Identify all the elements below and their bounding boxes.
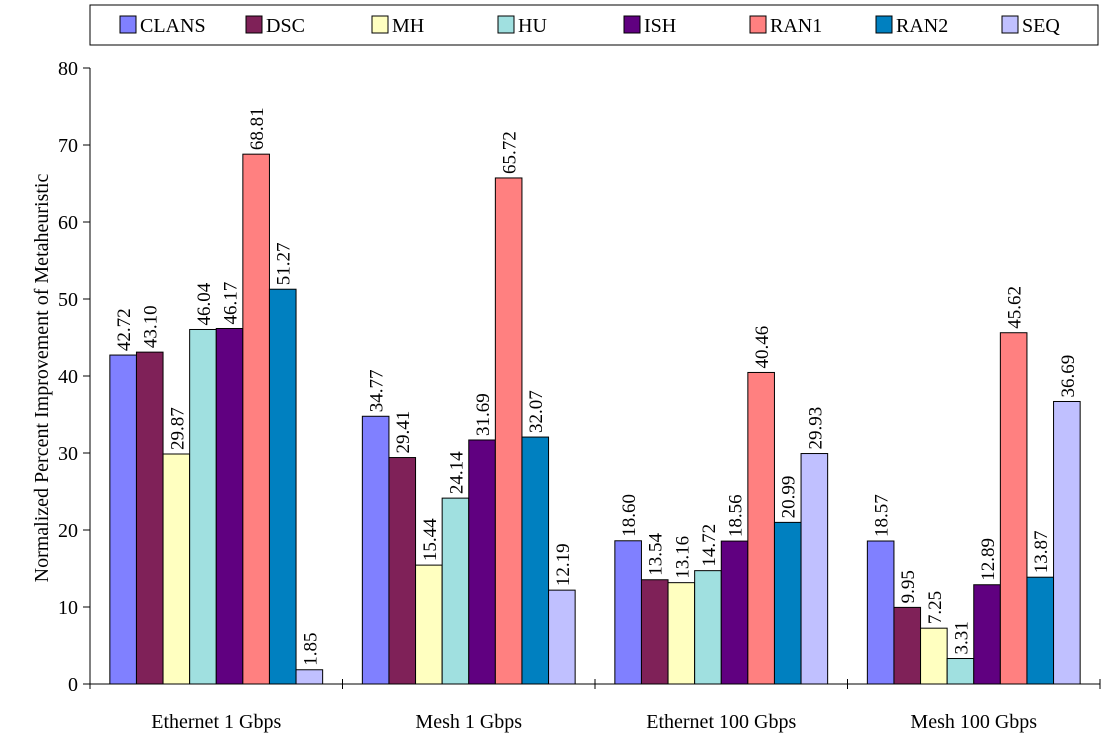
- bar: [441, 497, 470, 685]
- data-label: 15.44: [420, 518, 441, 561]
- x-category-label: Ethernet 1 Gbps: [151, 711, 281, 733]
- legend-swatch: [623, 15, 641, 34]
- legend-swatch: [371, 15, 389, 34]
- bar: [694, 570, 722, 685]
- bar: [893, 606, 922, 685]
- bar: [162, 453, 191, 685]
- data-label: 9.95: [898, 570, 919, 603]
- data-label: 18.56: [726, 494, 747, 537]
- bar: [468, 439, 496, 685]
- legend-swatch: [875, 15, 893, 34]
- bar: [866, 540, 895, 685]
- x-category-label: Mesh 100 Gbps: [910, 711, 1037, 733]
- bar: [242, 153, 270, 685]
- data-label: 46.17: [221, 282, 242, 325]
- bar: [999, 332, 1028, 685]
- legend-swatch: [245, 15, 263, 34]
- data-label: 13.16: [672, 536, 693, 579]
- data-label: 43.10: [141, 305, 162, 348]
- bar: [640, 579, 669, 685]
- y-tick-label: 80: [58, 58, 78, 80]
- legend-swatch: [749, 15, 767, 34]
- bar: [189, 328, 217, 685]
- bar: [667, 582, 696, 685]
- y-tick-label: 10: [58, 597, 78, 619]
- bar: [548, 589, 576, 685]
- legend-label: MH: [392, 15, 424, 37]
- data-label: 65.72: [500, 131, 521, 174]
- data-label: 7.25: [925, 591, 946, 624]
- data-label: 40.46: [752, 326, 773, 369]
- bar: [521, 436, 550, 685]
- y-tick-label: 20: [58, 520, 78, 542]
- legend: CLANS DSC MH HU ISH RAN1 RAN2 SEQ: [89, 4, 1099, 46]
- y-axis: 0 10 20 30 40 50 60 70 80: [58, 58, 91, 696]
- data-label: 51.27: [274, 242, 295, 285]
- data-label: 46.04: [194, 282, 215, 325]
- legend-swatch: [1001, 15, 1019, 34]
- bar: [361, 415, 390, 685]
- bar: [268, 288, 297, 685]
- bar: [747, 371, 775, 685]
- bar: [215, 327, 244, 685]
- x-category-label: Mesh 1 Gbps: [415, 711, 522, 733]
- data-label: 68.81: [247, 107, 268, 150]
- bar: [135, 351, 164, 685]
- y-tick-label: 70: [58, 135, 78, 157]
- bar: [973, 584, 1001, 685]
- legend-label: HU: [518, 15, 547, 37]
- bar: [388, 457, 417, 685]
- y-tick-label: 50: [58, 289, 78, 311]
- data-label: 18.60: [619, 494, 640, 537]
- y-axis-label: Normalized Percent Improvement of Metahe…: [31, 174, 53, 583]
- data-label: 29.93: [805, 407, 826, 450]
- y-tick-label: 60: [58, 212, 78, 234]
- bar: [614, 540, 642, 685]
- data-label: 29.87: [167, 407, 188, 450]
- data-label: 24.14: [446, 451, 467, 494]
- data-label: 14.72: [699, 524, 720, 567]
- bar: [1053, 400, 1081, 685]
- data-label: 12.19: [553, 543, 574, 586]
- legend-label: ISH: [644, 15, 676, 37]
- bar: [773, 521, 802, 685]
- x-category-label: Ethernet 100 Gbps: [646, 711, 796, 733]
- legend-swatch: [497, 15, 515, 34]
- bar: [920, 627, 948, 685]
- legend-label: RAN1: [770, 15, 822, 37]
- data-label: 3.31: [951, 621, 972, 654]
- y-tick-label: 40: [58, 366, 78, 388]
- data-label: 13.87: [1031, 530, 1052, 573]
- legend-label: DSC: [266, 15, 305, 37]
- data-label: 45.62: [1005, 286, 1026, 329]
- x-axis: Ethernet 1 Gbps Mesh 1 Gbps Ethernet 100 G…: [89, 679, 1101, 733]
- bar: [1026, 576, 1055, 685]
- bar: [800, 453, 829, 685]
- data-label: 42.72: [114, 308, 135, 351]
- data-label: 12.89: [978, 538, 999, 581]
- data-label: 20.99: [779, 476, 800, 519]
- legend-label: CLANS: [140, 15, 206, 37]
- data-label: 18.57: [872, 494, 893, 537]
- bar: [109, 354, 137, 685]
- y-tick-label: 0: [68, 674, 78, 696]
- bar: [295, 669, 324, 685]
- bars: 42.72 43.10 29.87 46.04 46.17 68.81 51.27 1.85 3…: [109, 107, 1081, 685]
- data-label: 13.54: [646, 532, 667, 575]
- legend-label: RAN2: [896, 15, 948, 37]
- data-label: 1.85: [300, 633, 321, 666]
- bar: [946, 658, 975, 685]
- y-tick-label: 30: [58, 443, 78, 465]
- data-label: 29.41: [393, 411, 414, 454]
- data-label: 32.07: [526, 390, 547, 433]
- bar: [494, 177, 523, 685]
- data-label: 36.69: [1058, 355, 1079, 398]
- bar: [415, 564, 443, 685]
- data-label: 34.77: [367, 370, 388, 413]
- data-label: 31.69: [473, 393, 494, 436]
- legend-label: SEQ: [1022, 15, 1060, 37]
- legend-swatch: [119, 15, 137, 34]
- bar: [720, 540, 749, 685]
